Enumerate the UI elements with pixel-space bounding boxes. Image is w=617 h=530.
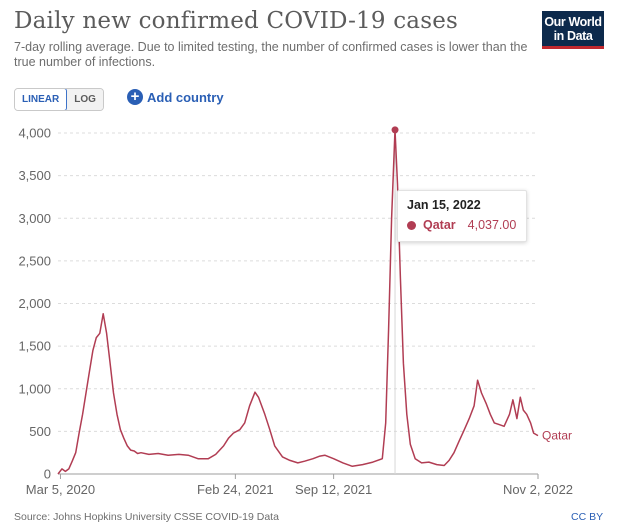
- x-tick-label: Feb 24, 2021: [197, 482, 274, 497]
- y-tick-label: 0: [44, 467, 51, 482]
- tooltip-date: Jan 15, 2022: [407, 198, 517, 212]
- y-tick-label: 3,000: [18, 211, 51, 226]
- y-tick-label: 500: [29, 424, 51, 439]
- license-link[interactable]: CC BY: [571, 511, 603, 523]
- tooltip-value: 4,037.00: [468, 218, 517, 232]
- y-tick-label: 1,500: [18, 339, 51, 354]
- series-dot-icon: [407, 221, 416, 230]
- data-tooltip: Jan 15, 2022 Qatar 4,037.00: [397, 190, 527, 242]
- source-note[interactable]: Source: Johns Hopkins University CSSE CO…: [14, 511, 279, 523]
- y-tick-label: 3,500: [18, 168, 51, 183]
- line-chart[interactable]: 0 500 1,000 1,500 2,000 2,500 3,000 3,500 4,000 M…: [0, 0, 617, 530]
- x-tick-label: Mar 5, 2020: [26, 482, 95, 497]
- tooltip-series: Qatar: [423, 218, 456, 232]
- y-tick-label: 1,000: [18, 381, 51, 396]
- series-line-qatar: [58, 130, 538, 474]
- y-tick-label: 4,000: [18, 126, 51, 141]
- highlight-point: [392, 126, 399, 133]
- y-tick-label: 2,500: [18, 253, 51, 268]
- y-tick-label: 2,000: [18, 296, 51, 311]
- series-end-label: Qatar: [542, 429, 572, 443]
- x-tick-label: Sep 12, 2021: [295, 482, 372, 497]
- x-tick-label: Nov 2, 2022: [503, 482, 573, 497]
- tooltip-row: Qatar 4,037.00: [407, 218, 517, 232]
